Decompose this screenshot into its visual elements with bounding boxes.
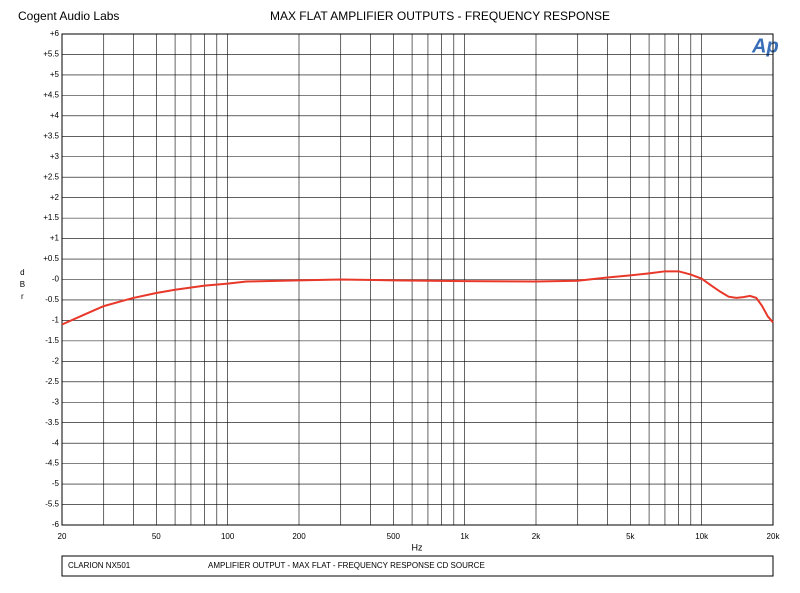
y-tick-label: -4 bbox=[52, 438, 60, 447]
chart-title: MAX FLAT AMPLIFIER OUTPUTS - FREQUENCY R… bbox=[270, 9, 610, 23]
y-tick-label: +4 bbox=[50, 111, 60, 120]
x-tick-label: 100 bbox=[221, 532, 235, 541]
y-tick-label: +6 bbox=[50, 29, 60, 38]
y-tick-label: +4.5 bbox=[43, 90, 59, 99]
x-tick-label: 50 bbox=[152, 532, 161, 541]
y-tick-label: +2.5 bbox=[43, 172, 59, 181]
y-tick-label: +0.5 bbox=[43, 254, 59, 263]
y-tick-label: -4.5 bbox=[45, 459, 59, 468]
y-tick-label: -1 bbox=[52, 316, 60, 325]
y-tick-label: -1.5 bbox=[45, 336, 59, 345]
y-tick-label: -0.5 bbox=[45, 295, 59, 304]
logo: Ap bbox=[751, 35, 779, 57]
y-tick-label: +1 bbox=[50, 234, 60, 243]
y-tick-label: +5 bbox=[50, 70, 60, 79]
y-tick-label: -5.5 bbox=[45, 500, 59, 509]
y-tick-label: +1.5 bbox=[43, 213, 59, 222]
x-tick-label: 20 bbox=[58, 532, 67, 541]
y-tick-label: -3.5 bbox=[45, 418, 59, 427]
x-tick-label: 500 bbox=[387, 532, 401, 541]
y-tick-label: -2 bbox=[52, 356, 60, 365]
x-tick-label: 2k bbox=[532, 532, 541, 541]
x-tick-label: 5k bbox=[626, 532, 635, 541]
x-tick-label: 200 bbox=[292, 532, 306, 541]
y-tick-label: -3 bbox=[52, 397, 60, 406]
company: Cogent Audio Labs bbox=[18, 9, 119, 23]
y-tick-label: +3.5 bbox=[43, 131, 59, 140]
y-tick-label: +2 bbox=[50, 193, 60, 202]
x-tick-label: 20k bbox=[767, 532, 781, 541]
y-tick-label: -2.5 bbox=[45, 377, 59, 386]
x-axis-label: Hz bbox=[412, 542, 423, 552]
footer-right: AMPLIFIER OUTPUT - MAX FLAT - FREQUENCY … bbox=[208, 561, 485, 570]
footer-box bbox=[61, 555, 774, 577]
plot-frame bbox=[61, 33, 774, 526]
y-tick-label: -5 bbox=[52, 479, 60, 488]
footer-left: CLARION NX501 bbox=[68, 561, 131, 570]
y-tick-label: -0 bbox=[52, 275, 60, 284]
line bbox=[61, 270, 774, 326]
x-tick-label: 1k bbox=[460, 532, 469, 541]
y-tick-label: +3 bbox=[50, 152, 60, 161]
y-tick-label: -6 bbox=[52, 520, 60, 529]
y-axis-label: dBr bbox=[18, 268, 27, 304]
x-tick-label: 10k bbox=[695, 532, 709, 541]
y-tick-label: +5.5 bbox=[43, 50, 59, 59]
